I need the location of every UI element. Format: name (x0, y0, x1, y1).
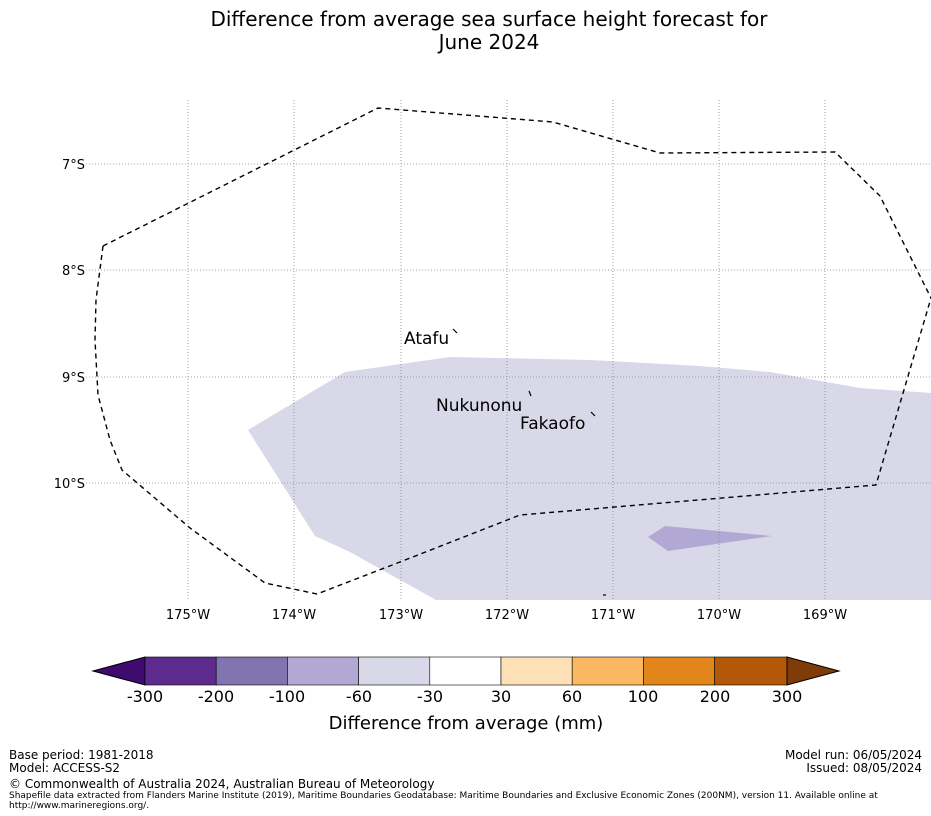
chart-title: Difference from average sea surface heig… (0, 8, 931, 54)
model-run-text: Model run: 06/05/2024 (784, 748, 922, 762)
lat-label-10s: 10°S (54, 477, 85, 492)
eez-boundary-outer (102, 107, 931, 299)
shapefile-credit-line-2: http://www.marineregions.org/. (9, 801, 150, 811)
colorbar-arrow-left (91, 656, 146, 686)
lon-label-174w: 174°W (272, 608, 316, 623)
colorbar-segment (500, 656, 573, 686)
colorbar-segment (714, 656, 788, 686)
colorbar-segment (643, 656, 715, 686)
nukunonu-island-mark (528, 390, 532, 397)
colorbar-tick-label: -30 (417, 687, 443, 706)
lat-label-8s: 8°S (62, 264, 85, 279)
colorbar-tick-label: 200 (700, 687, 731, 706)
lon-label-172w: 172°W (485, 608, 529, 623)
base-period-text: Base period: 1981-2018 (9, 748, 154, 762)
colorbar-segment (287, 656, 359, 686)
copyright-text: © Commonwealth of Australia 2024, Austra… (9, 777, 435, 791)
colorbar-tick-label: -200 (198, 687, 234, 706)
colorbar-tick-label: 300 (772, 687, 803, 706)
lat-label-7s: 7°S (62, 158, 85, 173)
colorbar-segment (429, 656, 502, 686)
colorbar-tick-label: 60 (562, 687, 582, 706)
fakaofo-island-mark (590, 411, 596, 417)
place-label-fakaofo: Fakaofo (520, 414, 585, 434)
lat-tick-labels: 7°S 8°S 9°S 10°S (54, 158, 85, 492)
model-text: Model: ACCESS-S2 (9, 761, 121, 775)
colorbar-segment (358, 656, 431, 686)
colorbar-tick-label: -100 (269, 687, 305, 706)
lon-label-173w: 173°W (379, 608, 423, 623)
colorbar-arrow-right (786, 656, 841, 686)
issued-text: Issued: 08/05/2024 (806, 761, 922, 775)
lon-label-171w: 171°W (591, 608, 635, 623)
lon-label-170w: 170°W (697, 608, 741, 623)
title-line-2: June 2024 (438, 30, 540, 54)
colorbar-segment (144, 656, 217, 686)
place-label-nukunonu: Nukunonu (436, 396, 522, 416)
lon-tick-labels: 175°W 174°W 173°W 172°W 171°W 170°W 169°… (166, 608, 847, 623)
colorbar-tick-label: 100 (628, 687, 659, 706)
lat-label-9s: 9°S (62, 371, 85, 386)
colorbar: -300 -200 -100 -60 -30 30 60 100 200 300… (91, 656, 841, 734)
title-line-1: Difference from average sea surface heig… (210, 7, 768, 31)
colorbar-segment (571, 656, 644, 686)
colorbar-segment (215, 656, 288, 686)
place-label-atafu: Atafu (404, 329, 449, 349)
lon-label-175w: 175°W (166, 608, 210, 623)
colorbar-title: Difference from average (mm) (329, 713, 604, 734)
colorbar-tick-label: -60 (346, 687, 372, 706)
atafu-island-mark (452, 328, 458, 334)
anomaly-region-medium (648, 526, 772, 551)
lon-gridlines (187, 100, 826, 600)
shapefile-credit-line-1: Shapefile data extracted from Flanders M… (9, 791, 878, 801)
lon-label-169w: 169°W (803, 608, 847, 623)
colorbar-tick-label: 30 (491, 687, 511, 706)
eez-boundary-west (94, 245, 931, 595)
anomaly-region-light (248, 357, 931, 600)
colorbar-tick-label: -300 (127, 687, 163, 706)
